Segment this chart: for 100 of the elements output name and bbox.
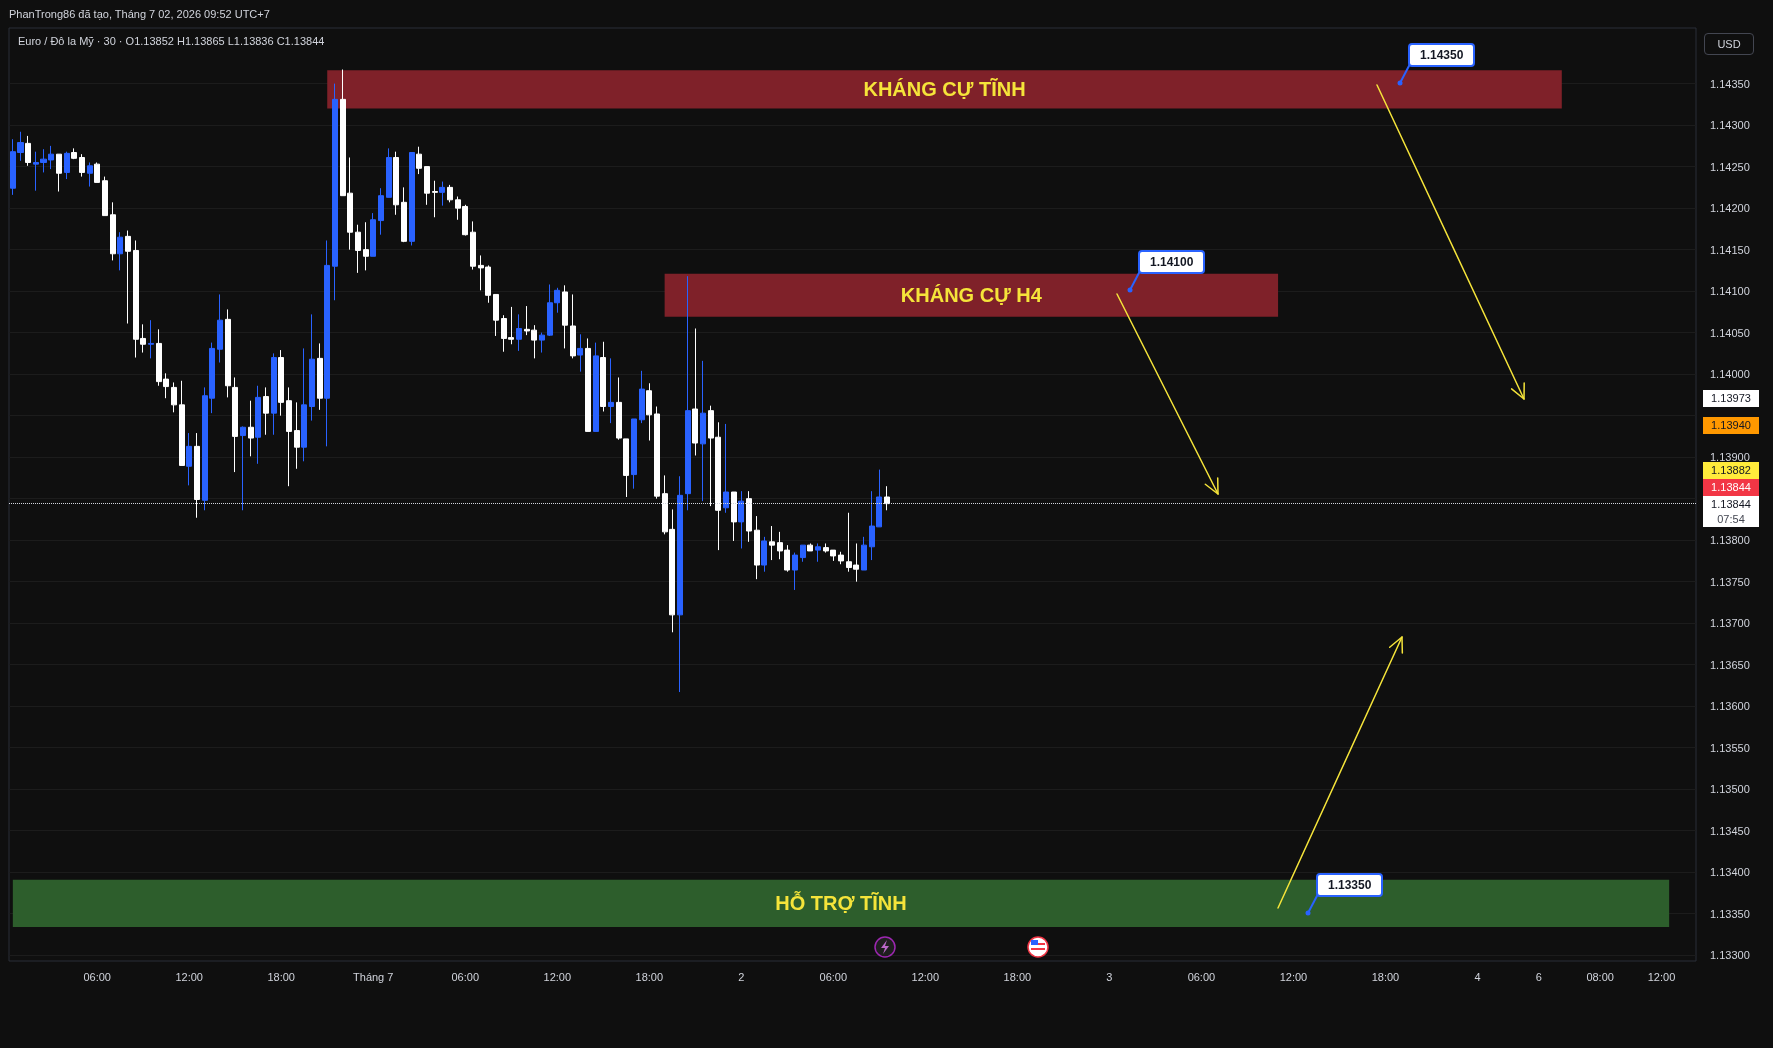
candlestick bbox=[631, 418, 637, 490]
candlestick bbox=[317, 342, 323, 411]
candlestick bbox=[370, 212, 376, 257]
candlestick bbox=[746, 490, 752, 543]
candlestick bbox=[838, 551, 844, 565]
candlestick bbox=[593, 342, 599, 432]
candlestick bbox=[117, 231, 123, 271]
candlestick bbox=[861, 536, 867, 571]
candlestick bbox=[439, 181, 445, 207]
candlestick bbox=[355, 224, 361, 274]
y-tick-label: 1.14000 bbox=[1710, 368, 1750, 381]
candlestick bbox=[278, 349, 284, 417]
candlestick bbox=[738, 490, 744, 549]
x-tick-label: 18:00 bbox=[635, 970, 664, 983]
candlestick bbox=[409, 152, 415, 246]
y-tick-label: 1.14050 bbox=[1710, 326, 1750, 339]
text: 1.13973 bbox=[1703, 390, 1759, 407]
text: Euro / Đô la Mỹ · 30 · O1.13852 H1.13865 L1.13836 C1.13844 bbox=[18, 35, 325, 48]
candlestick bbox=[271, 352, 277, 436]
candlestick bbox=[309, 313, 315, 422]
x-tick-label: 06:00 bbox=[451, 970, 480, 983]
band-label: KHÁNG CỰ TĨNH bbox=[863, 78, 1026, 101]
candlestick bbox=[815, 542, 821, 563]
candlestick bbox=[447, 184, 453, 203]
x-tick-label: 06:00 bbox=[1187, 970, 1216, 983]
candlestick bbox=[692, 327, 698, 456]
x-tick-label: 08:00 bbox=[1586, 970, 1614, 983]
candlestick bbox=[600, 341, 606, 412]
candlestick bbox=[286, 386, 292, 487]
candlestick bbox=[125, 230, 131, 325]
candlestick bbox=[646, 382, 652, 442]
candlestick bbox=[516, 313, 522, 352]
x-tick-label: 18:00 bbox=[1003, 970, 1032, 983]
candlestick bbox=[186, 432, 192, 486]
candlestick bbox=[493, 293, 499, 337]
x-tick-label: 18:00 bbox=[1371, 970, 1400, 983]
annotation: 1.14100 bbox=[1138, 250, 1206, 274]
candlestick bbox=[723, 423, 729, 514]
candlestick bbox=[562, 284, 568, 349]
candlestick bbox=[378, 187, 384, 236]
candlestick bbox=[416, 146, 422, 175]
band-label: KHÁNG CỰ H4 bbox=[900, 284, 1043, 307]
candlestick bbox=[87, 161, 93, 188]
x-tick-label: 18:00 bbox=[267, 970, 295, 983]
text: 1.13940 bbox=[1703, 417, 1759, 434]
y-tick-label: 1.13300 bbox=[1710, 949, 1750, 962]
candlestick bbox=[263, 386, 269, 436]
annotation: 1.13350 bbox=[1316, 873, 1384, 897]
candlestick bbox=[585, 337, 591, 432]
candlestick bbox=[393, 151, 399, 216]
candlestick bbox=[94, 161, 100, 183]
candlestick bbox=[769, 525, 775, 561]
candlestick bbox=[700, 360, 706, 502]
candlestick bbox=[64, 151, 70, 180]
candlestick bbox=[79, 153, 85, 178]
candlestick bbox=[401, 186, 407, 243]
candlestick bbox=[807, 542, 813, 552]
candlestick bbox=[294, 401, 300, 470]
candlestick bbox=[71, 147, 77, 160]
candlestick bbox=[470, 220, 476, 271]
candlestick bbox=[217, 293, 223, 364]
candlestick bbox=[800, 544, 806, 563]
x-tick-label: 12:00 bbox=[543, 970, 572, 983]
y-tick-label: 1.13600 bbox=[1710, 700, 1750, 713]
x-tick-label: 06:00 bbox=[819, 970, 848, 983]
ref-line-label: 1.13844 bbox=[1703, 495, 1759, 512]
y-tick-label: 1.14100 bbox=[1710, 285, 1750, 298]
candlestick bbox=[639, 370, 645, 424]
candlestick bbox=[255, 385, 261, 465]
candlestick bbox=[25, 135, 31, 167]
x-tick-label: 12:00 bbox=[175, 970, 203, 983]
x-tick-label: 6 bbox=[1535, 970, 1542, 983]
y-tick-label: 1.13450 bbox=[1710, 824, 1750, 837]
y-tick-label: 1.13700 bbox=[1710, 617, 1750, 630]
text: 1.13844 bbox=[1703, 479, 1759, 496]
candlestick bbox=[232, 376, 238, 473]
y-tick-label: 1.13350 bbox=[1710, 907, 1750, 920]
y-tick-label: 1.13750 bbox=[1710, 575, 1750, 588]
candlestick bbox=[424, 166, 430, 206]
text: 07:54 bbox=[1703, 511, 1759, 527]
candlestick bbox=[363, 221, 369, 271]
x-tick-label: 06:00 bbox=[83, 970, 111, 983]
candlestick bbox=[110, 201, 116, 261]
candlestick bbox=[179, 380, 185, 466]
annotation: 1.14350 bbox=[1408, 43, 1476, 67]
candlestick bbox=[432, 180, 438, 218]
candlestick bbox=[301, 347, 307, 462]
candlestick bbox=[194, 432, 200, 519]
x-tick-label: 3 bbox=[1106, 970, 1113, 983]
candlestick bbox=[332, 83, 338, 301]
candlestick bbox=[386, 147, 392, 198]
y-tick-label: 1.14250 bbox=[1710, 160, 1750, 173]
candlestick bbox=[248, 400, 254, 457]
text: 1.13882 bbox=[1703, 462, 1759, 479]
band-label: HỖ TRỢ TĨNH bbox=[775, 891, 907, 915]
x-tick-label: Tháng 7 bbox=[353, 970, 394, 983]
y-tick-label: 1.14350 bbox=[1710, 77, 1750, 90]
candlestick bbox=[608, 357, 614, 424]
y-tick-label: 1.13900 bbox=[1710, 451, 1750, 464]
candlestick bbox=[148, 319, 154, 359]
